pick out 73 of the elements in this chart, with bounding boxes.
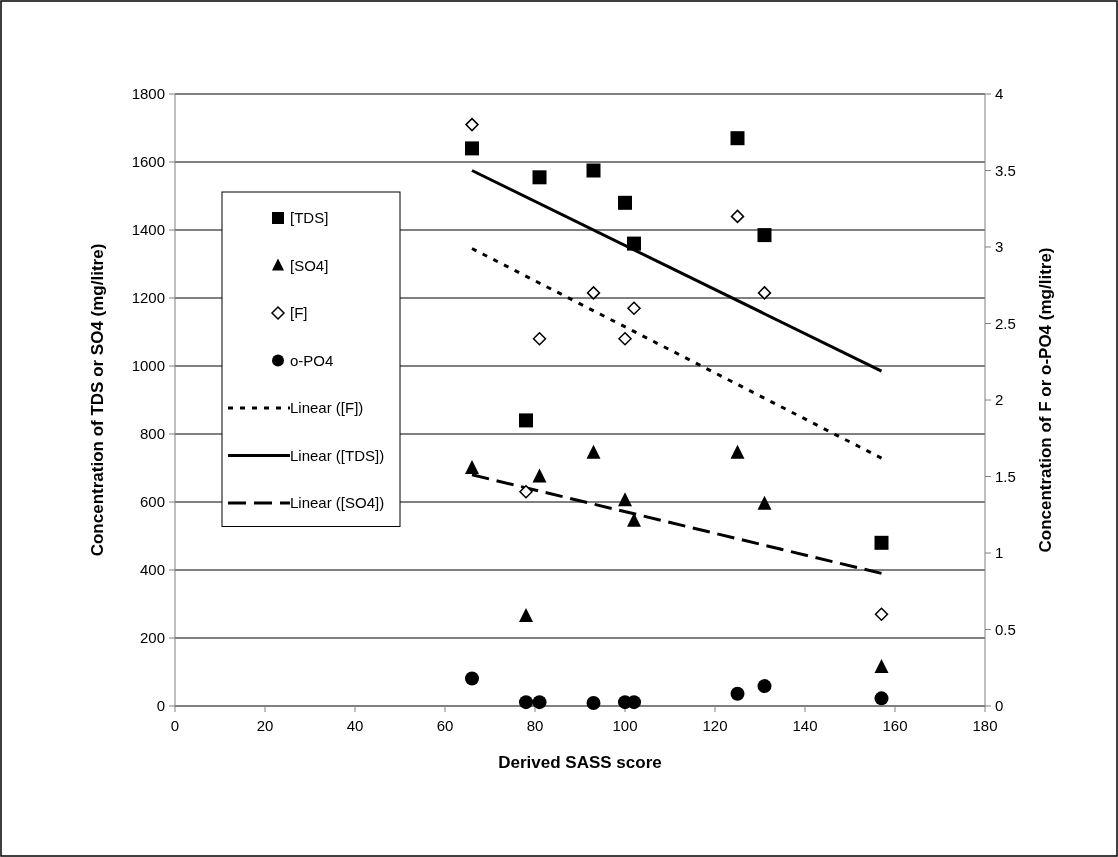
y2-tick-label: 1.5 <box>995 467 1016 485</box>
point <box>586 163 601 178</box>
x-tick-label: 60 <box>436 717 454 734</box>
y-tick-label: 1800 <box>131 85 165 102</box>
y-axis-title: Concentration of TDS or SO4 (mg/litre) <box>88 243 107 557</box>
y-tick-label: 1000 <box>131 357 165 374</box>
point <box>730 686 745 701</box>
legend-label: [TDS] <box>290 209 329 226</box>
point <box>627 695 641 710</box>
legend-label: [SO4] <box>290 256 329 274</box>
y2-tick-label: 4 <box>995 85 1004 102</box>
point <box>532 332 547 346</box>
point <box>465 141 479 156</box>
point <box>618 492 632 507</box>
y-tick-label: 600 <box>139 493 165 510</box>
y-tick-label: 1600 <box>131 153 165 170</box>
point <box>618 332 632 346</box>
point <box>874 607 889 621</box>
point <box>730 444 745 459</box>
x-tick-label: 140 <box>792 717 818 734</box>
legend-label: o-PO4 <box>290 351 334 369</box>
x-axis-title: Derived SASS score <box>498 753 662 772</box>
point <box>519 607 533 622</box>
point <box>627 301 641 315</box>
point <box>465 117 479 132</box>
point <box>586 444 601 459</box>
point <box>730 209 745 224</box>
y2-tick-label: 1 <box>995 544 1004 561</box>
y2-tick-label: 2 <box>995 391 1004 408</box>
x-tick-label: 180 <box>972 717 998 734</box>
point <box>874 691 889 706</box>
point <box>465 460 479 474</box>
y2-tick-label: 2.5 <box>995 314 1016 332</box>
point <box>757 495 772 510</box>
point <box>874 535 889 550</box>
point <box>757 679 772 694</box>
x-tick-label: 80 <box>526 717 544 734</box>
point <box>532 695 547 710</box>
point <box>757 228 772 243</box>
point <box>586 695 601 710</box>
y-tick-label: 200 <box>139 629 165 646</box>
legend-label: Linear ([F]) <box>290 399 364 416</box>
y2-axis-title: Concentration of F or o-PO4 (mg/litre) <box>1036 247 1055 553</box>
legend-label: Linear ([TDS]) <box>290 446 385 464</box>
y2-tick-label: 3.5 <box>995 161 1016 179</box>
point <box>532 468 547 483</box>
point <box>627 236 641 251</box>
y-tick-label: 1400 <box>131 221 165 238</box>
point <box>519 413 533 428</box>
point <box>586 286 601 300</box>
legend-label: [F] <box>290 304 308 321</box>
y2-tick-label: 3 <box>995 238 1004 255</box>
y-tick-label: 1200 <box>131 289 165 306</box>
point <box>465 671 479 686</box>
point <box>757 286 772 300</box>
x-tick-label: 160 <box>882 717 908 734</box>
x-tick-label: 0 <box>170 717 180 734</box>
x-tick-label: 120 <box>702 717 728 734</box>
y2-tick-label: 0 <box>995 697 1004 714</box>
x-tick-label: 100 <box>612 717 638 734</box>
y-tick-label: 0 <box>156 697 165 714</box>
point <box>874 658 889 673</box>
point <box>730 131 745 146</box>
y2-tick-label: 0.5 <box>995 620 1016 638</box>
legend-label: Linear ([SO4]) <box>290 494 385 511</box>
y-tick-label: 800 <box>139 425 165 442</box>
point <box>532 170 547 185</box>
point <box>519 485 533 499</box>
x-tick-label: 40 <box>346 717 364 734</box>
x-tick-label: 20 <box>256 717 274 734</box>
y-tick-label: 400 <box>139 561 165 578</box>
point <box>618 195 632 210</box>
point <box>519 695 533 710</box>
